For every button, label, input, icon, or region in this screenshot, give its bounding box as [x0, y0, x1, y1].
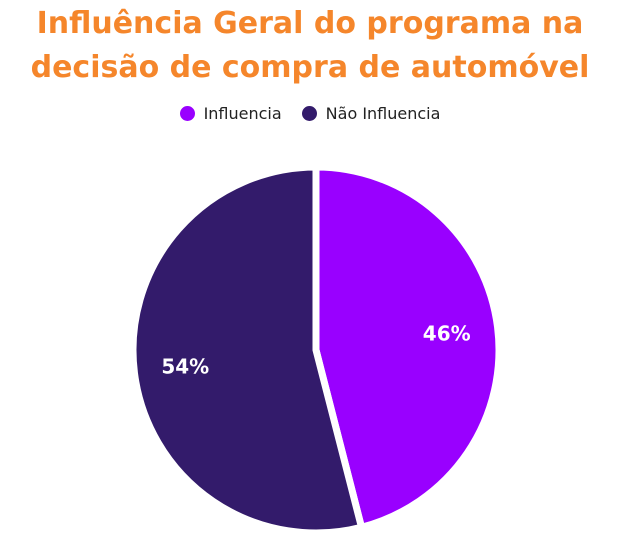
legend-label-influencia: Influencia [203, 104, 282, 123]
chart-title: Influência Geral do programa na decisão … [0, 2, 620, 90]
chart-title-line-2: decisão de compra de automóvel [30, 50, 590, 85]
legend-item-nao-influencia[interactable]: Não Influencia [301, 104, 441, 123]
legend-swatch-influencia [179, 106, 195, 121]
pie-label-influencia: 46% [423, 321, 471, 345]
pie-slice-nao-influencia[interactable] [129, 163, 366, 537]
legend-label-nao-influencia: Não Influencia [325, 104, 441, 123]
pie-label-nao-influencia: 54% [161, 355, 209, 379]
legend-swatch-nao-influencia [301, 106, 317, 121]
chart-legend: Influencia Não Influencia [0, 104, 620, 123]
pie-slice-influencia[interactable] [312, 163, 503, 532]
legend-item-influencia[interactable]: Influencia [179, 104, 282, 123]
chart-title-line-1: Influência Geral do programa na [36, 6, 584, 41]
